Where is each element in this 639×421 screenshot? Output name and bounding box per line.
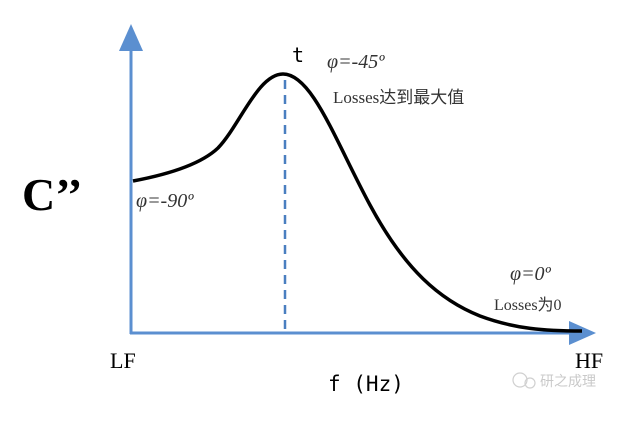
wechat-icon <box>512 372 528 388</box>
x-axis-label: f (Hz) <box>328 372 404 396</box>
x-left-label: LF <box>110 348 136 373</box>
phi-peak-label: φ=-45º <box>327 51 385 73</box>
phi-low-label: φ=-90º <box>136 190 194 212</box>
watermark: 研之成理 <box>512 372 596 390</box>
high-note: Losses为0 <box>494 296 562 314</box>
y-axis-label: C’’ <box>22 169 82 220</box>
peak-label: t <box>292 43 304 67</box>
peak-note: Losses达到最大值 <box>333 88 464 107</box>
x-right-label: HF <box>575 348 603 373</box>
phi-high-label: φ=0º <box>510 263 552 285</box>
watermark-text: 研之成理 <box>540 374 596 390</box>
loss-curve <box>132 72 583 333</box>
